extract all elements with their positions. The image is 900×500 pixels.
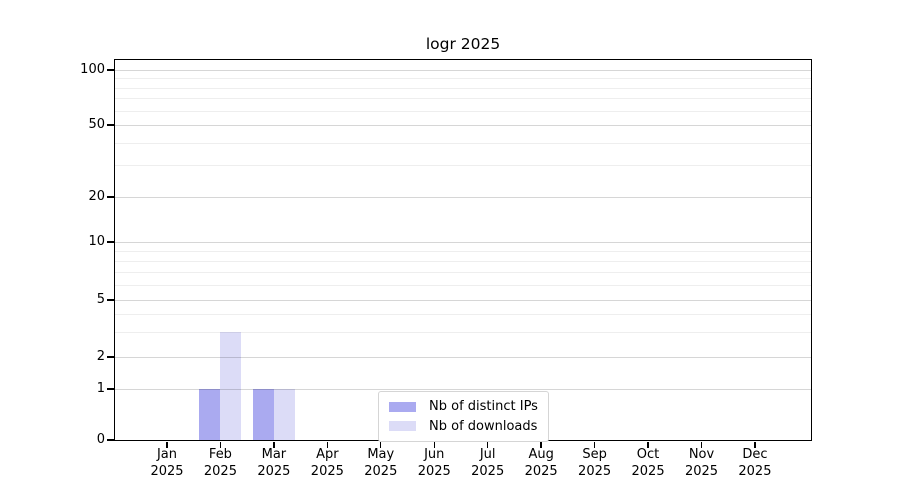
bar-downloads-mar — [274, 389, 295, 440]
legend-item-downloads: Nb of downloads — [389, 417, 538, 437]
minor-gridline-80 — [115, 88, 811, 89]
major-gridline-50 — [115, 125, 811, 126]
minor-gridline-4 — [115, 314, 811, 315]
legend-swatch-distinct-ips — [389, 402, 416, 412]
y-tick-mark-5 — [107, 299, 115, 300]
y-tick-label-0: 0 — [35, 432, 105, 448]
minor-gridline-7 — [115, 272, 811, 273]
minor-gridline-9 — [115, 251, 811, 252]
y-tick-label-5: 5 — [35, 292, 105, 308]
minor-gridline-6 — [115, 285, 811, 286]
x-tick-label-month: Dec — [723, 447, 787, 464]
legend-label-distinct-ips: Nb of distinct IPs — [429, 399, 538, 414]
plot-area — [115, 60, 811, 440]
bar-distinct-ips-mar — [253, 389, 274, 440]
y-tick-mark-2 — [107, 356, 115, 357]
minor-gridline-3 — [115, 332, 811, 333]
minor-gridline-40 — [115, 143, 811, 144]
legend: Nb of distinct IPs Nb of downloads — [378, 391, 549, 442]
y-tick-mark-0 — [107, 439, 115, 440]
minor-gridline-8 — [115, 261, 811, 262]
major-gridline-20 — [115, 197, 811, 198]
x-tick-label-dec: Dec2025 — [723, 447, 787, 480]
y-tick-label-20: 20 — [35, 189, 105, 205]
legend-swatch-downloads — [389, 421, 416, 431]
bar-downloads-feb — [220, 332, 241, 440]
y-tick-mark-1 — [107, 388, 115, 389]
y-tick-mark-100 — [107, 69, 115, 70]
y-tick-mark-50 — [107, 124, 115, 125]
y-tick-label-1: 1 — [35, 381, 105, 397]
minor-gridline-60 — [115, 111, 811, 112]
y-tick-label-10: 10 — [35, 234, 105, 250]
y-tick-label-50: 50 — [35, 117, 105, 133]
major-gridline-100 — [115, 70, 811, 71]
minor-gridline-30 — [115, 165, 811, 166]
download-stats-chart: logr 2025 0125102050100Jan2025Feb2025Mar… — [0, 0, 900, 500]
y-tick-label-2: 2 — [35, 349, 105, 365]
major-gridline-10 — [115, 242, 811, 243]
major-gridline-1 — [115, 389, 811, 390]
bar-distinct-ips-feb — [199, 389, 220, 440]
major-gridline-5 — [115, 300, 811, 301]
major-gridline-2 — [115, 357, 811, 358]
legend-label-downloads: Nb of downloads — [429, 419, 537, 434]
legend-item-distinct-ips: Nb of distinct IPs — [389, 397, 538, 417]
minor-gridline-70 — [115, 98, 811, 99]
y-tick-label-100: 100 — [35, 62, 105, 78]
minor-gridline-90 — [115, 78, 811, 79]
x-tick-label-year: 2025 — [723, 464, 787, 481]
chart-title: logr 2025 — [115, 37, 811, 53]
y-tick-mark-20 — [107, 196, 115, 197]
y-tick-mark-10 — [107, 241, 115, 242]
